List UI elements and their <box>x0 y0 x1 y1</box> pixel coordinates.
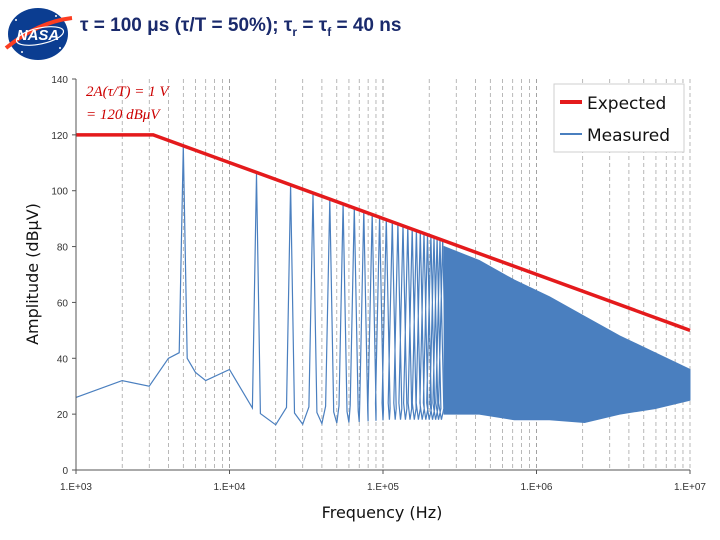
y-tick-label: 0 <box>62 466 68 477</box>
legend-box <box>553 83 685 153</box>
title-main: τ = 100 μs (τ/T = 50%); τ <box>80 15 293 36</box>
y-tick-label: 80 <box>57 243 69 254</box>
title-mid: = τ <box>297 15 328 36</box>
measured-line <box>75 145 448 426</box>
y-tick-label: 100 <box>51 187 68 198</box>
annotation-line-1: 2A(τ/T) = 1 V <box>86 84 170 100</box>
title-f-subscript: f <box>327 24 332 39</box>
logo-text: NASA <box>17 27 60 44</box>
expected-line <box>76 133 691 333</box>
legend-expected-label: Expected <box>587 94 666 114</box>
y-tick-label: 40 <box>57 354 69 365</box>
chart-title: τ = 100 μs (τ/T = 50%); τr = τf = 40 ns <box>80 15 401 39</box>
x-tick-label: 1.E+04 <box>214 482 246 493</box>
expected-series <box>76 133 691 333</box>
nasa-logo: NASA <box>4 8 73 60</box>
x-tick-label: 1.E+07 <box>674 482 706 493</box>
tick-labels: 0 20 40 60 80 100 120 140 1.E+03 1.E+04 1.E+05 1.E+… <box>51 75 706 493</box>
title-r-subscript: r <box>292 24 298 39</box>
legend-measured-label: Measured <box>587 126 670 146</box>
x-tick-label: 1.E+05 <box>367 482 399 493</box>
x-tick-label: 1.E+06 <box>521 482 553 493</box>
y-tick-label: 20 <box>57 410 69 421</box>
y-tick-label: 60 <box>57 298 69 309</box>
y-tick-label: 140 <box>51 75 68 86</box>
legend: Expected Measured <box>553 83 685 153</box>
title-end: = 40 ns <box>331 15 402 36</box>
x-tick-label: 1.E+03 <box>60 482 92 493</box>
measured-series <box>75 145 691 426</box>
x-axis-title: Frequency (Hz) <box>322 503 443 522</box>
y-tick-label: 120 <box>51 131 68 142</box>
annotation-line-2: = 120 dBμV <box>86 107 161 123</box>
y-axis-title: Amplitude (dBμV) <box>23 203 42 345</box>
measured-dense-band <box>443 245 691 424</box>
